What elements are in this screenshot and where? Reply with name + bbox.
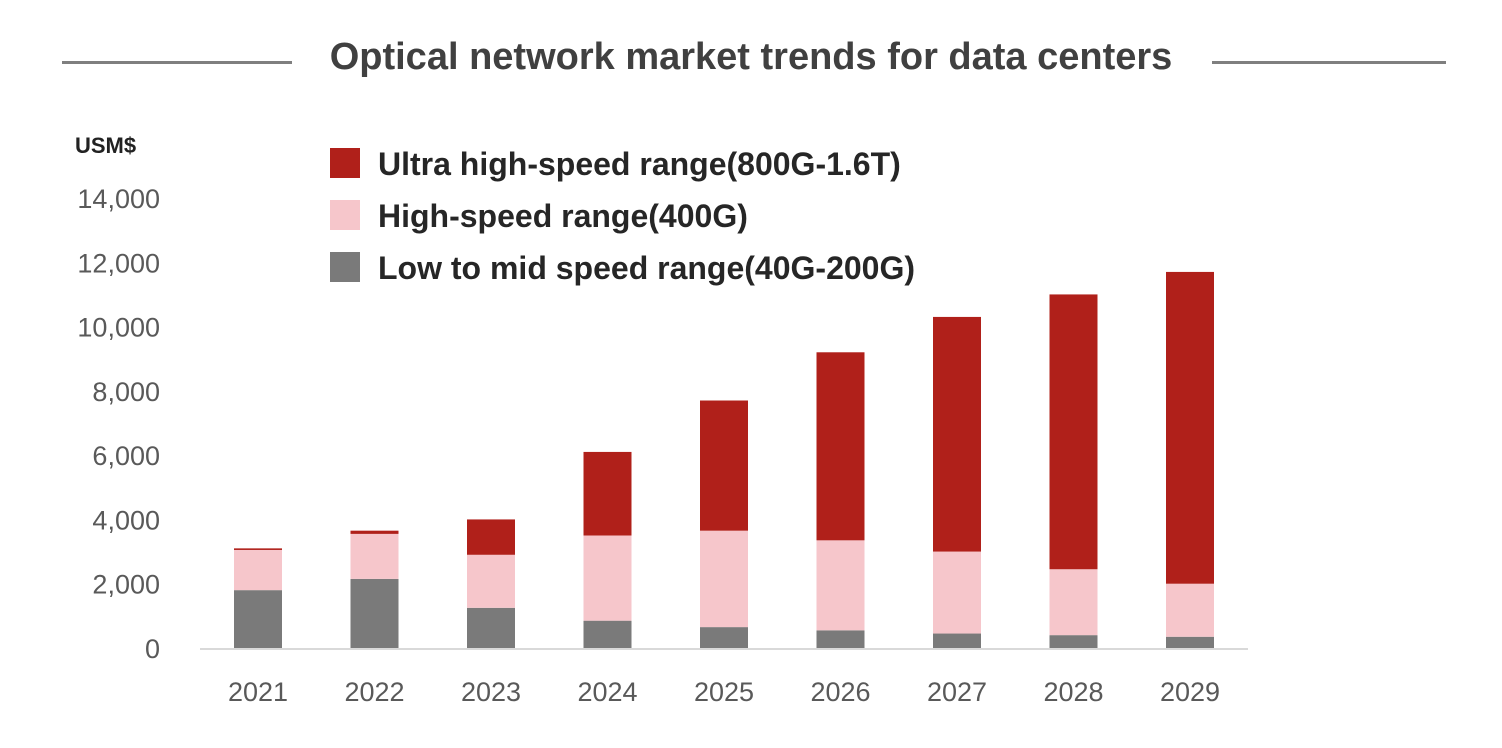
- legend-swatch-1: [330, 200, 360, 230]
- bar-2025-series-0: [700, 627, 748, 648]
- chart-title: Optical network market trends for data c…: [315, 36, 1187, 78]
- y-tick-label: 12,000: [77, 248, 160, 278]
- bar-2027-series-0: [933, 633, 981, 648]
- chart-title-row: Optical network market trends for data c…: [0, 30, 1502, 90]
- legend-swatch-0: [330, 252, 360, 282]
- bar-2024-series-2: [583, 451, 632, 536]
- bar-2023-series-0: [467, 607, 515, 648]
- bar-2022-series-1: [350, 533, 399, 579]
- legend-swatch-2: [330, 148, 360, 178]
- bar-2026-series-0: [816, 630, 865, 648]
- bar-2029-series-0: [1166, 636, 1214, 648]
- y-tick-label: 0: [145, 634, 160, 664]
- x-tick-label: 2029: [1160, 677, 1220, 707]
- y-tick-label: 14,000: [77, 184, 160, 214]
- x-tick-label: 2027: [927, 677, 987, 707]
- bar-2028-series-0: [1049, 635, 1098, 648]
- y-tick-label: 4,000: [92, 505, 160, 535]
- x-tick-label: 2021: [228, 677, 288, 707]
- legend-label-0: Low to mid speed range(40G-200G): [378, 250, 915, 286]
- bar-2023-series-2: [467, 519, 515, 555]
- title-rule-left: [62, 61, 292, 64]
- x-tick-label: 2023: [461, 677, 521, 707]
- bar-2028-series-1: [1049, 569, 1098, 636]
- y-axis-label: USM$: [75, 133, 136, 158]
- bar-2021-series-1: [234, 549, 282, 591]
- bar-2024-series-1: [583, 535, 632, 621]
- y-tick-label: 10,000: [77, 313, 160, 343]
- bar-2021-series-0: [234, 590, 282, 648]
- x-tick-label: 2026: [810, 677, 870, 707]
- bar-2024-series-0: [583, 620, 632, 648]
- y-tick-label: 8,000: [92, 377, 160, 407]
- y-tick-label: 6,000: [92, 441, 160, 471]
- x-tick-label: 2024: [577, 677, 637, 707]
- bar-2022-series-2: [350, 530, 399, 534]
- legend-label-1: High-speed range(400G): [378, 198, 748, 234]
- bar-2027-series-2: [933, 316, 981, 552]
- bar-2021-series-2: [234, 548, 282, 550]
- bar-2023-series-1: [467, 554, 515, 608]
- x-tick-label: 2025: [694, 677, 754, 707]
- bar-2027-series-1: [933, 551, 981, 634]
- x-tick-label: 2028: [1043, 677, 1103, 707]
- x-tick-label: 2022: [344, 677, 404, 707]
- y-tick-label: 2,000: [92, 570, 160, 600]
- bar-2026-series-2: [816, 352, 865, 541]
- bar-2029-series-1: [1166, 583, 1214, 637]
- bar-2029-series-2: [1166, 271, 1214, 584]
- bar-2022-series-0: [350, 578, 399, 648]
- bar-2025-series-2: [700, 400, 748, 531]
- bar-2026-series-1: [816, 540, 865, 631]
- legend-label-2: Ultra high-speed range(800G-1.6T): [378, 146, 901, 182]
- bar-2028-series-2: [1049, 294, 1098, 570]
- title-rule-right: [1212, 61, 1446, 64]
- bar-2025-series-1: [700, 530, 748, 628]
